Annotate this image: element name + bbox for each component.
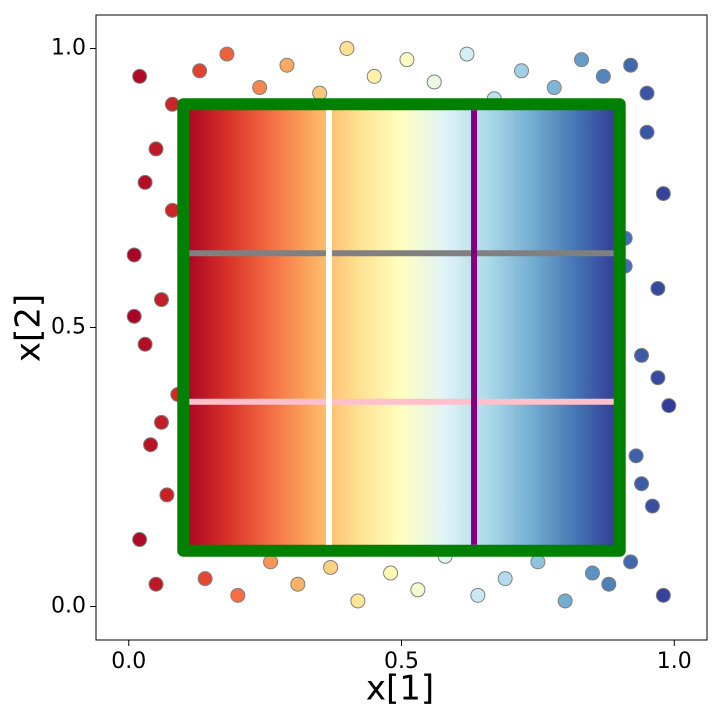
point bbox=[639, 85, 655, 101]
y-tick-label: 0.0 bbox=[51, 594, 86, 619]
point bbox=[132, 68, 148, 84]
point bbox=[557, 593, 573, 609]
point bbox=[459, 46, 475, 62]
point bbox=[312, 85, 328, 101]
point bbox=[137, 336, 153, 352]
x-tick-label: 1.0 bbox=[657, 649, 692, 674]
point bbox=[546, 80, 562, 96]
x-tick-label: 0.0 bbox=[111, 649, 146, 674]
point bbox=[252, 80, 268, 96]
point bbox=[655, 186, 671, 202]
y-tick-label: 0.5 bbox=[51, 315, 86, 340]
point bbox=[530, 554, 546, 570]
point bbox=[650, 370, 666, 386]
point bbox=[584, 565, 600, 581]
point bbox=[263, 554, 279, 570]
point bbox=[650, 280, 666, 296]
point bbox=[634, 347, 650, 363]
point bbox=[514, 63, 530, 79]
point bbox=[164, 202, 180, 218]
point bbox=[595, 68, 611, 84]
point bbox=[153, 414, 169, 430]
point bbox=[623, 554, 639, 570]
x-tick-label: 0.5 bbox=[384, 649, 419, 674]
point bbox=[126, 308, 142, 324]
point bbox=[366, 68, 382, 84]
point bbox=[601, 576, 617, 592]
point bbox=[137, 174, 153, 190]
point bbox=[290, 576, 306, 592]
point bbox=[230, 587, 246, 603]
point bbox=[323, 559, 339, 575]
point bbox=[399, 52, 415, 68]
point bbox=[634, 476, 650, 492]
point bbox=[639, 124, 655, 140]
point bbox=[148, 576, 164, 592]
point bbox=[143, 437, 159, 453]
point bbox=[383, 565, 399, 581]
point bbox=[339, 40, 355, 56]
y-axis-label: x[2] bbox=[9, 294, 49, 362]
point bbox=[470, 587, 486, 603]
point bbox=[661, 398, 677, 414]
point bbox=[426, 74, 442, 90]
x-axis-label: x[1] bbox=[366, 669, 434, 709]
point bbox=[644, 498, 660, 514]
point bbox=[574, 52, 590, 68]
point bbox=[159, 487, 175, 503]
region bbox=[177, 98, 626, 557]
point bbox=[219, 46, 235, 62]
point bbox=[132, 532, 148, 548]
point bbox=[148, 141, 164, 157]
point bbox=[350, 593, 366, 609]
point bbox=[153, 292, 169, 308]
point bbox=[279, 57, 295, 73]
point bbox=[192, 63, 208, 79]
point bbox=[628, 448, 644, 464]
point bbox=[126, 247, 142, 263]
point bbox=[655, 587, 671, 603]
y-tick-label: 1.0 bbox=[51, 35, 86, 60]
point bbox=[623, 57, 639, 73]
point bbox=[410, 582, 426, 598]
point bbox=[497, 571, 513, 587]
point bbox=[164, 96, 180, 112]
point bbox=[197, 571, 213, 587]
